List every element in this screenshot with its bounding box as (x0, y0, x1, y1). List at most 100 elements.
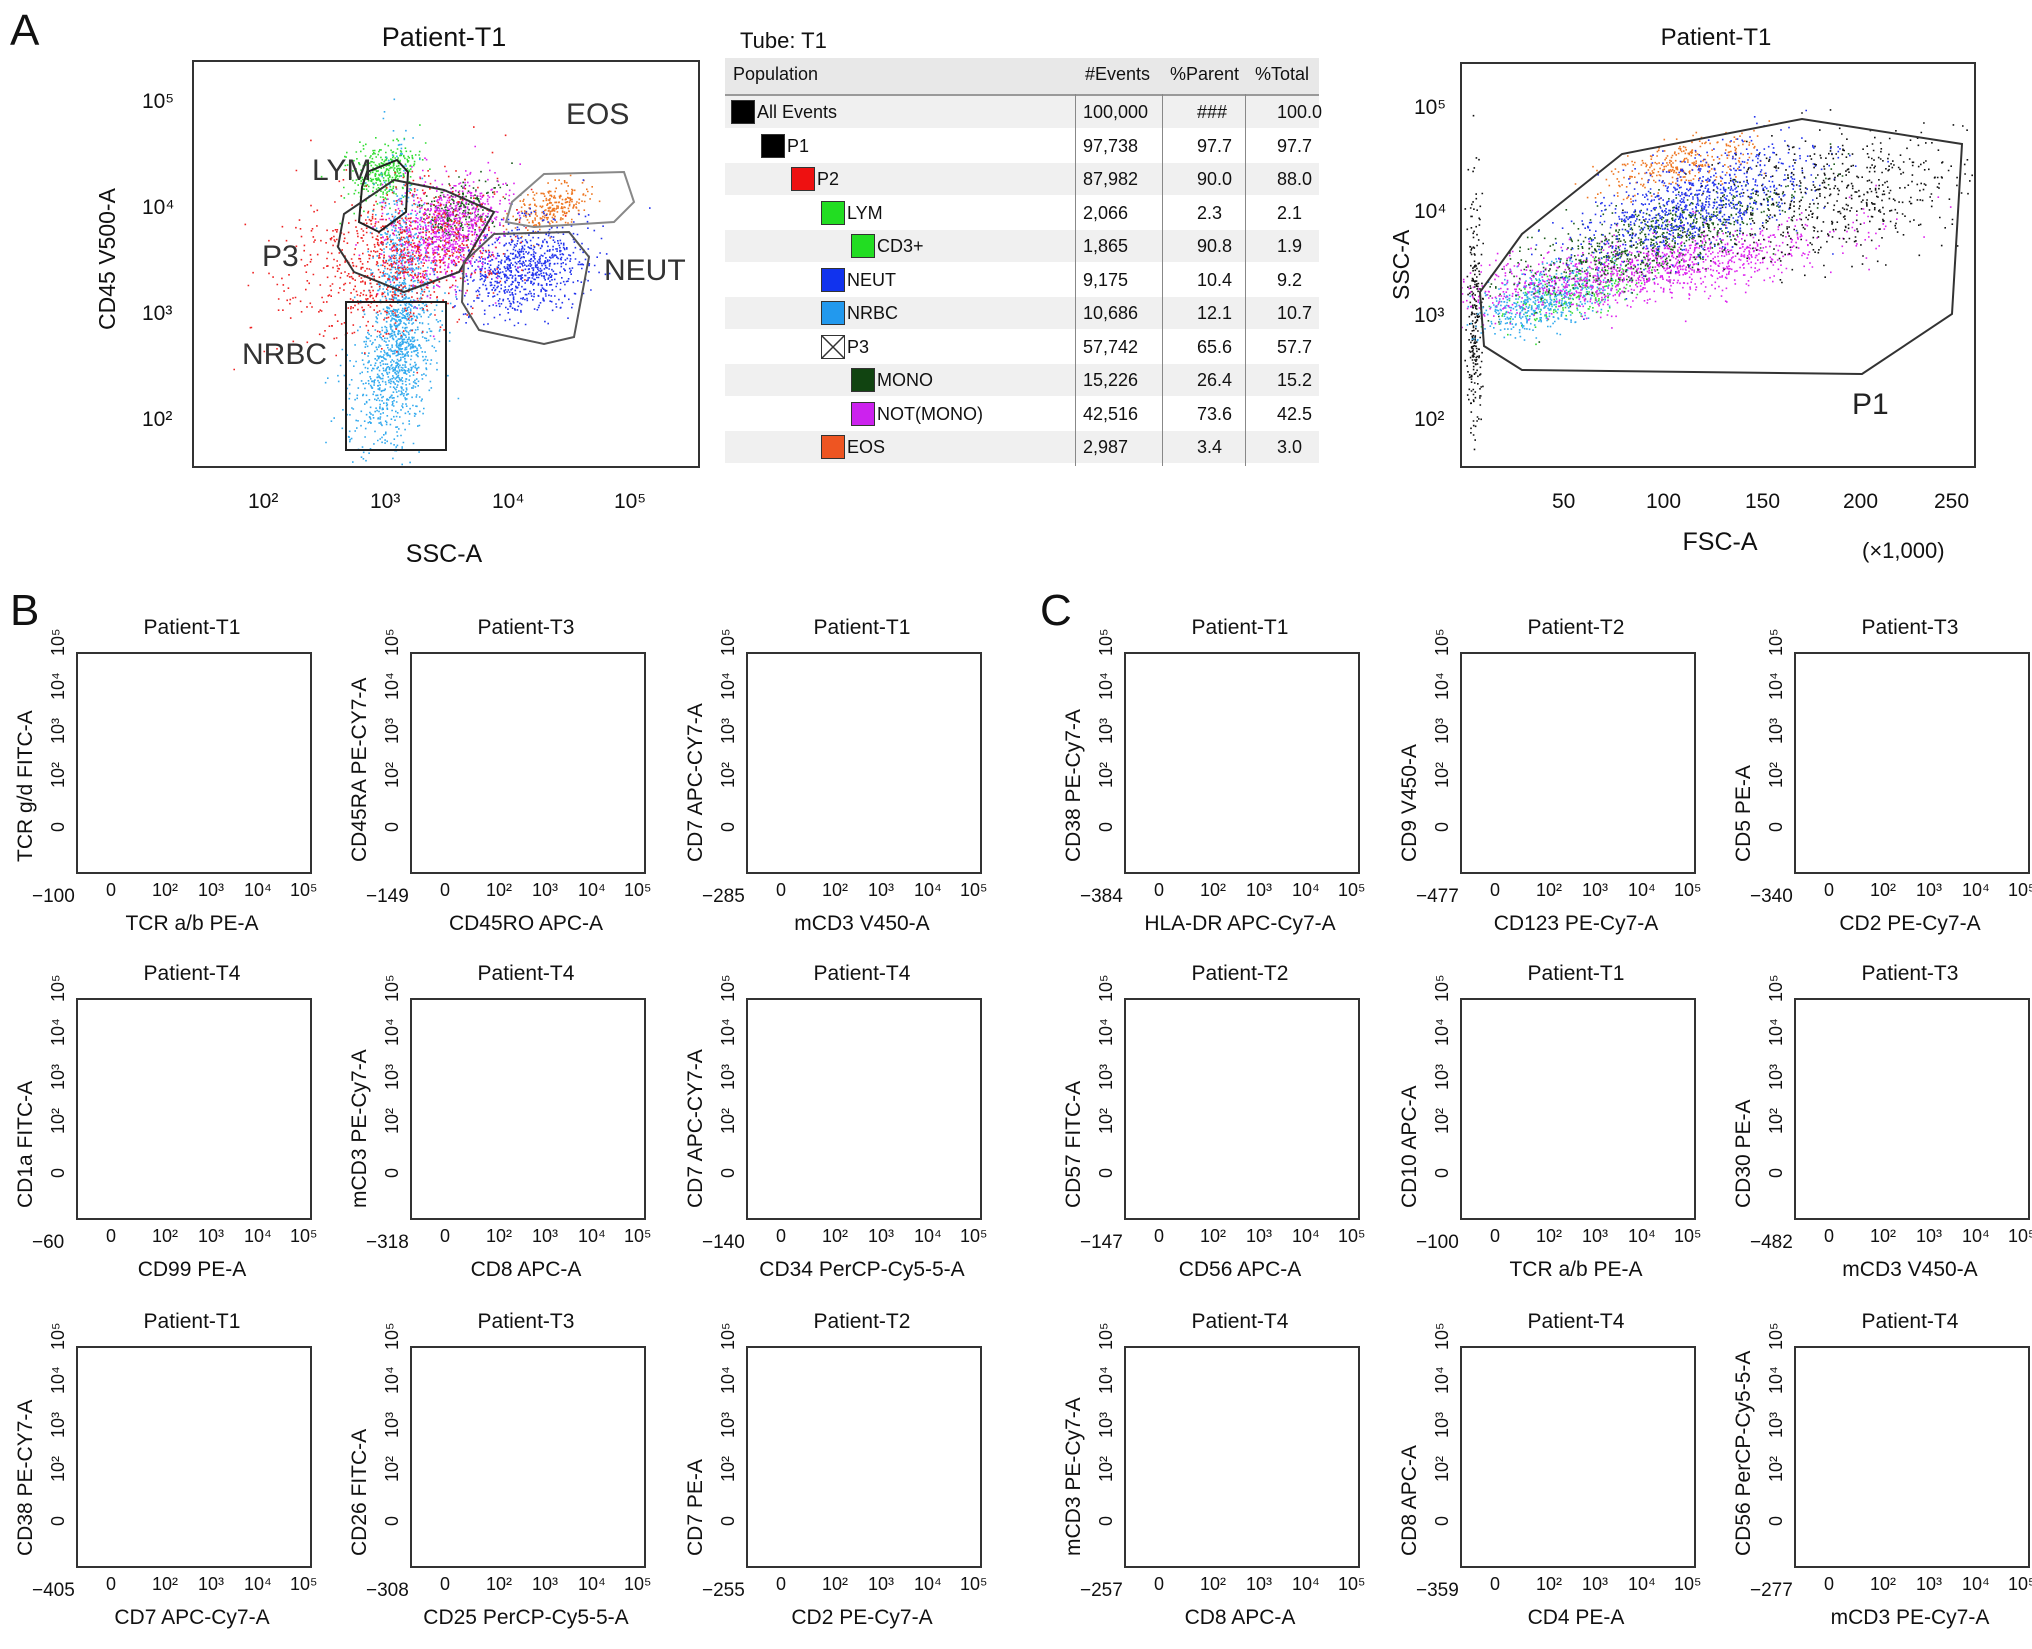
plot-svg (748, 654, 980, 872)
plot-svg (748, 1348, 980, 1566)
plot-ytick: 0 (1432, 1167, 1452, 1178)
plot-xtick: 10⁵ (290, 1574, 318, 1594)
plot-xlabel: mCD3 V450-A (1842, 1258, 1978, 1281)
plot-xtick: 10⁴ (244, 1574, 272, 1594)
table-row: EOS 2,987 3.4 3.0 (725, 431, 1319, 463)
plot-ytick: 10³ (382, 717, 402, 744)
gate-p1 (1478, 117, 1964, 376)
population-parent-pct: 90.0 (1197, 169, 1233, 189)
plot-ytick: 10⁴ (382, 1018, 402, 1046)
plot-ytick: 10⁴ (718, 1018, 738, 1046)
plot-ytick: 10⁴ (718, 672, 738, 700)
population-parent-pct: 10.4 (1197, 269, 1233, 290)
plot-ytick: 10⁵ (48, 1322, 68, 1350)
plot-xmin: −257 (1080, 1580, 1123, 1601)
panel-a-right-ylabel: SSC-A (1388, 229, 1414, 300)
plot-xtick: 10⁴ (244, 880, 272, 900)
panel-a-left-plot: LYM EOS P3 NEUT NRBC (192, 60, 700, 513)
event-cloud (324, 217, 463, 513)
plot-ytick: 10⁵ (1432, 1322, 1452, 1350)
plot-ytick: 0 (1432, 821, 1452, 832)
plot-ytick: 10² (718, 1455, 738, 1482)
population-parent-pct: 12.1 (1197, 303, 1233, 323)
plot-xmin: −285 (702, 886, 745, 907)
plot-xtick: 10⁴ (1962, 1574, 1990, 1594)
plot-xtick: 10⁴ (1962, 880, 1990, 900)
plot-title: Patient-T1 (1527, 962, 1625, 985)
plot-ytick: 10⁵ (48, 628, 68, 656)
population-total-pct: 3.0 (1277, 437, 1303, 457)
plot-xtick: 10⁵ (2008, 880, 2032, 900)
plot-ytick: 10² (48, 1455, 68, 1482)
plot-svg (78, 654, 310, 872)
plot-ytick: 10⁴ (1432, 1018, 1452, 1046)
plot-xlabel: CD99 PE-A (137, 1258, 247, 1281)
plot-ytick: 10² (382, 761, 402, 788)
event-dots (1622, 99, 2011, 284)
event-dots (1524, 109, 1889, 320)
population-name: EOS (847, 437, 886, 457)
plot-xtick: 0 (440, 1226, 451, 1246)
plot-area (1794, 1346, 2030, 1568)
panel-a-right-xlabel: FSC-A (1682, 528, 1758, 556)
plot-xtick: 10⁴ (914, 1226, 942, 1246)
plot-ytick: 10² (1432, 1455, 1452, 1482)
panel-a-right-ytick: 10² (1414, 408, 1445, 431)
population-name: P3 (847, 336, 870, 357)
plot-xtick: 10² (1536, 1226, 1563, 1246)
plot-xtick: 10² (1870, 1226, 1897, 1246)
plot-xmin: −318 (366, 1232, 409, 1253)
plot-ylabel: TCR g/d FITC-A (14, 710, 37, 862)
plot-xlabel: CD34 PerCP-Cy5-5-A (759, 1258, 965, 1281)
plot-title: Patient-T1 (813, 616, 911, 639)
population-events: 1,865 (1083, 236, 1129, 256)
event-cloud (1524, 109, 1889, 320)
plot-xmin: −405 (32, 1580, 75, 1601)
plot-xtick: 10³ (1246, 880, 1273, 900)
plot-xtick: 10⁴ (578, 880, 606, 900)
plot-xmin: −100 (1416, 1232, 1459, 1253)
plot-ytick: 10⁴ (1096, 672, 1116, 700)
plot-xmin: −100 (32, 886, 75, 907)
plot-ytick: 10³ (1766, 717, 1786, 744)
population-events: 87,982 (1083, 169, 1139, 189)
population-name: NRBC (847, 303, 899, 323)
plot-xtick: 0 (1824, 1226, 1835, 1246)
plot-area (76, 998, 312, 1220)
plot-ylabel: mCD3 PE-Cy7-A (348, 1049, 371, 1208)
plot-ytick: 10⁴ (48, 1018, 68, 1046)
plot-ytick: 10⁴ (1766, 1366, 1786, 1394)
plot-ytick: 10⁴ (1096, 1018, 1116, 1046)
panel-a-left-xtick: 10³ (370, 490, 401, 513)
plot-ytick: 10³ (48, 717, 68, 744)
plot-ytick: 10² (1766, 1107, 1786, 1134)
plot-xtick: 10⁵ (2008, 1574, 2032, 1594)
column-divider (1075, 94, 1076, 466)
plot-xtick: 10⁴ (1292, 880, 1320, 900)
population-color-swatch (851, 368, 875, 392)
plot-xtick: 10³ (1582, 1226, 1609, 1246)
population-parent-pct: ### (1197, 102, 1228, 122)
plot-ytick: 10⁴ (382, 672, 402, 700)
plot-ytick: 10² (1766, 761, 1786, 788)
plot-xtick: 10³ (532, 1574, 559, 1594)
plot-ylabel: CD7 PE-A (684, 1459, 707, 1556)
plot-area (1794, 652, 2030, 874)
plot-xtick: 0 (776, 1574, 787, 1594)
population-parent-pct: 3.4 (1197, 437, 1223, 457)
plot-ytick: 10⁵ (382, 628, 402, 656)
plot-xmin: −277 (1750, 1580, 1793, 1601)
column-divider (1245, 94, 1246, 466)
plot-svg (1796, 654, 2028, 872)
plot-title: Patient-T1 (143, 1310, 241, 1333)
plot-svg (1126, 654, 1358, 872)
plot-xtick: 10³ (1246, 1574, 1273, 1594)
plot-xtick: 10³ (1582, 880, 1609, 900)
plot-svg (1126, 1000, 1358, 1218)
plot-ytick: 10⁵ (1432, 974, 1452, 1002)
plot-xtick: 0 (440, 1574, 451, 1594)
plot-ytick: 10³ (1766, 1411, 1786, 1438)
plot-xmin: −308 (366, 1580, 409, 1601)
population-hierarchy-table: Population #Events %Parent %Total All Ev… (725, 58, 1325, 478)
panel-a-right-xtick: 150 (1745, 490, 1781, 513)
